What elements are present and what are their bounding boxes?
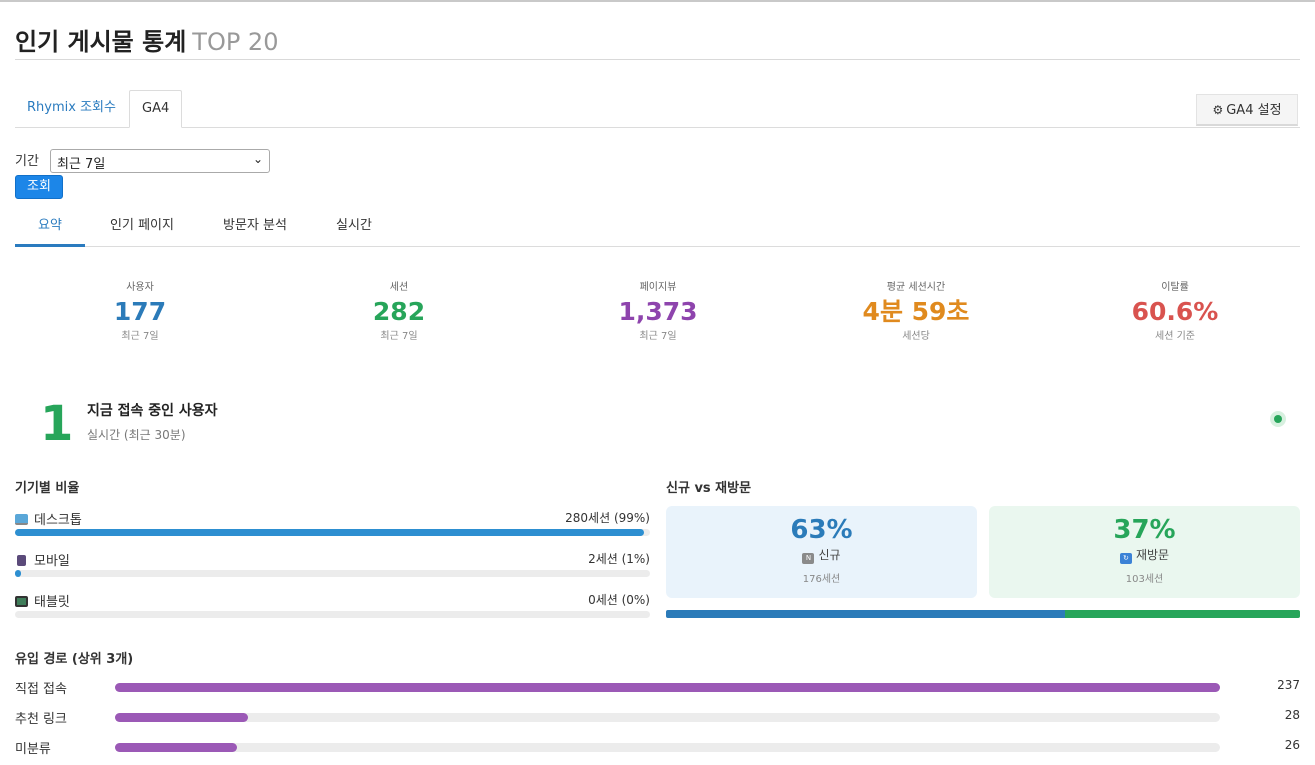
device-row-mobile: 모바일 2세션 (1%) — [15, 550, 650, 586]
live-status-icon — [1270, 411, 1286, 427]
realtime-count: 1 — [40, 396, 74, 452]
device-bar-track — [15, 611, 650, 618]
realtime-title: 지금 접속 중인 사용자 — [87, 403, 218, 419]
kpi-value: 1,373 — [618, 297, 698, 326]
kpi-label: 이탈률 — [1161, 282, 1189, 293]
gear-icon: ⚙ — [1212, 103, 1224, 117]
tab-summary[interactable]: 요약 — [15, 208, 85, 247]
referrer-bar-track — [115, 713, 1220, 722]
referrer-section-title: 유입 경로 (상위 3개) — [15, 652, 134, 667]
referrer-value: 237 — [1277, 678, 1300, 692]
kpi-label: 세션 — [389, 282, 409, 293]
referrer-row: 직접 접속 237 — [15, 678, 1300, 698]
realtime-sub: 실시간 (최근 30분) — [87, 428, 186, 442]
referrer-value: 28 — [1284, 708, 1300, 722]
device-section-title: 기기별 비율 — [15, 481, 80, 496]
tab-rhymix-views[interactable]: Rhymix 조회수 — [27, 100, 116, 115]
referrer-row: 미분류 26 — [15, 738, 1300, 758]
tablet-icon — [15, 596, 28, 607]
referrer-value: 26 — [1284, 738, 1300, 752]
tab-ga4[interactable]: GA4 — [129, 90, 183, 128]
new-vs-return-title: 신규 vs 재방문 — [666, 481, 752, 496]
kpi-sub: 최근 7일 — [121, 331, 159, 342]
return-segment — [1065, 610, 1300, 618]
referrer-name: 직접 접속 — [15, 682, 67, 697]
new-badge-icon: N — [802, 553, 815, 564]
referrer-row: 추천 링크 28 — [15, 708, 1300, 728]
tab-realtime[interactable]: 실시간 — [336, 218, 372, 233]
kpi-sessions: 세션 282 최근 7일 — [274, 278, 524, 342]
page-title: 인기 게시물 통계 — [15, 28, 187, 56]
kpi-pageviews: 페이지뷰 1,373 최근 7일 — [533, 278, 783, 342]
referrer-bar-fill — [115, 743, 237, 752]
ga4-settings-button[interactable]: ⚙ GA4 설정 — [1196, 94, 1298, 126]
returning-visitors-card: 37% ↻ 재방문 103세션 — [989, 506, 1300, 598]
period-label: 기간 — [15, 154, 39, 169]
referrer-bar-track — [115, 743, 1220, 752]
realtime-panel: 1 지금 접속 중인 사용자 실시간 (최근 30분) — [15, 394, 1300, 454]
mobile-icon — [17, 555, 26, 566]
kpi-sub: 최근 7일 — [380, 331, 418, 342]
new-visitors-pct: 63% — [790, 515, 853, 545]
new-visitors-sessions: 176세션 — [802, 574, 841, 585]
kpi-value: 60.6% — [1131, 297, 1219, 326]
kpi-sub: 세션당 — [902, 331, 930, 342]
kpi-sub: 최근 7일 — [639, 331, 677, 342]
kpi-label: 페이지뷰 — [639, 282, 677, 293]
kpi-value: 4분 59초 — [862, 297, 970, 326]
kpi-users: 사용자 177 최근 7일 — [15, 278, 265, 342]
new-visitors-label: 신규 — [818, 548, 841, 562]
referrer-bar-fill — [115, 683, 1220, 692]
kpi-sub: 세션 기준 — [1155, 331, 1195, 342]
device-count: 2세션 (1%) — [588, 552, 650, 566]
device-bar-track — [15, 529, 650, 536]
device-count: 0세션 (0%) — [588, 593, 650, 607]
referrer-bar-fill — [115, 713, 248, 722]
device-count: 280세션 (99%) — [565, 511, 650, 525]
new-vs-return-bar — [666, 610, 1300, 618]
device-label: 태블릿 — [34, 595, 70, 610]
returning-visitors-pct: 37% — [1113, 515, 1176, 545]
period-selected-value: 최근 7일 — [57, 157, 106, 172]
device-label: 데스크톱 — [34, 513, 82, 528]
kpi-bounce-rate: 이탈률 60.6% 세션 기준 — [1050, 278, 1300, 342]
kpi-value: 177 — [113, 297, 167, 326]
kpi-avg-session-time: 평균 세션시간 4분 59초 세션당 — [791, 278, 1041, 342]
kpi-label: 평균 세션시간 — [886, 282, 946, 293]
period-select[interactable]: 최근 7일 ⌄ — [50, 149, 270, 173]
page-subtitle: TOP 20 — [192, 28, 279, 56]
device-bar-track — [15, 570, 650, 577]
device-bar-fill — [15, 529, 644, 536]
kpi-summary: 사용자 177 최근 7일 세션 282 최근 7일 페이지뷰 1,373 최근… — [15, 278, 1300, 348]
returning-visitors-sessions: 103세션 — [1125, 574, 1164, 585]
returning-visitors-label: 재방문 — [1135, 548, 1170, 562]
device-bar-fill — [15, 570, 22, 577]
new-segment — [666, 610, 1066, 618]
query-button[interactable]: 조회 — [15, 175, 63, 199]
tab-visitor-analysis[interactable]: 방문자 분석 — [223, 218, 287, 233]
page-header: 인기 게시물 통계 TOP 20 — [15, 22, 1300, 60]
view-tabs: 요약 인기 페이지 방문자 분석 실시간 — [15, 208, 1300, 247]
tab-popular-pages[interactable]: 인기 페이지 — [110, 218, 174, 233]
new-visitors-card: 63% N 신규 176세션 — [666, 506, 977, 598]
referrer-name: 추천 링크 — [15, 712, 67, 727]
ga4-settings-label: GA4 설정 — [1226, 103, 1282, 118]
kpi-label: 사용자 — [126, 282, 154, 293]
device-row-desktop: 데스크톱 280세션 (99%) — [15, 509, 650, 545]
device-label: 모바일 — [34, 554, 70, 569]
source-tabs: Rhymix 조회수 GA4 ⚙ GA4 설정 — [15, 90, 1300, 128]
kpi-value: 282 — [372, 297, 426, 326]
return-badge-icon: ↻ — [1119, 553, 1132, 564]
chevron-down-icon: ⌄ — [252, 152, 263, 166]
referrer-name: 미분류 — [15, 742, 51, 757]
referrer-bar-track — [115, 683, 1220, 692]
desktop-icon — [15, 514, 28, 525]
device-row-tablet: 태블릿 0세션 (0%) — [15, 591, 650, 627]
